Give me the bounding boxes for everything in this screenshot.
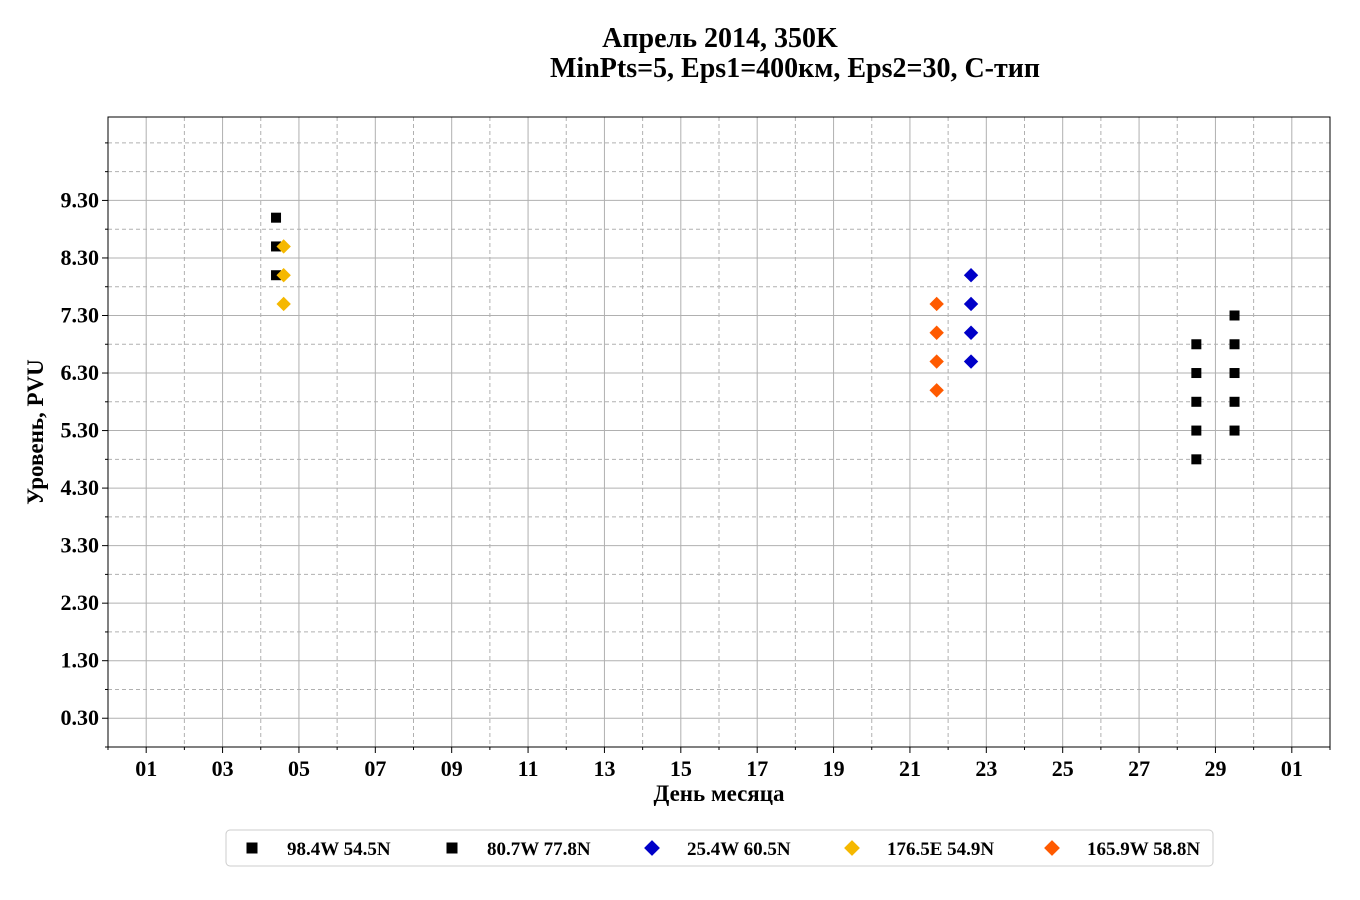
data-point [929, 325, 944, 340]
legend-label: 25.4W 60.5N [687, 839, 791, 860]
data-point [929, 296, 944, 312]
x-tick-label: 01 [135, 756, 157, 781]
x-tick-label: 03 [212, 756, 234, 781]
series-1 [271, 212, 282, 281]
x-tick-label: 19 [823, 756, 845, 781]
x-tick-label: 27 [1128, 756, 1150, 781]
data-point [1229, 425, 1240, 436]
y-tick-label: 8.30 [61, 245, 100, 270]
y-tick-label: 5.30 [61, 418, 100, 443]
x-tick-label: 15 [670, 756, 692, 781]
legend-label: 165.9W 58.8N [1087, 839, 1200, 860]
x-tick-label: 11 [518, 756, 539, 781]
grid [107, 117, 1331, 747]
x-tick-label: 09 [441, 756, 463, 781]
data-points [271, 212, 1240, 465]
x-tick-label: 17 [746, 756, 768, 781]
x-axis-ticks: 01 03 05 07 09 11 13 15 17 19 21 23 25 27 29 01 [107, 747, 1331, 781]
legend-marker [246, 842, 258, 854]
data-point [1191, 396, 1202, 407]
data-point [963, 296, 979, 312]
x-tick-label: 13 [593, 756, 615, 781]
data-point [276, 239, 291, 254]
data-point [1229, 339, 1240, 350]
data-point [276, 268, 291, 283]
data-point [1229, 310, 1240, 321]
y-axis-ticks: 0.30 1.30 2.30 3.30 4.30 5.30 6.30 7.30 8.30 9.30 [61, 142, 108, 748]
y-tick-label: 7.30 [61, 302, 100, 327]
y-tick-label: 6.30 [61, 360, 100, 385]
data-point [1191, 368, 1202, 379]
data-point [963, 325, 979, 340]
data-point [963, 268, 979, 283]
series-3 [963, 268, 979, 369]
data-point [271, 270, 282, 281]
data-point [929, 354, 944, 369]
data-point [1191, 454, 1202, 465]
data-point [276, 296, 291, 312]
data-point [1191, 339, 1202, 350]
plot-frame [107, 116, 1331, 748]
x-tick-label: 01 [1281, 756, 1303, 781]
chart-title: Апрель 2014, 350K [602, 23, 838, 54]
y-tick-label: 9.30 [61, 187, 100, 212]
series-2 [1191, 310, 1240, 465]
legend-marker [446, 842, 458, 854]
legend-label: 80.7W 77.8N [487, 839, 591, 860]
legend-label: 176.5E 54.9N [887, 839, 994, 860]
chart-subtitle: MinPts=5, Eps1=400км, Eps2=30, C-тип [550, 53, 1040, 84]
y-axis-label: Уровень, PVU [23, 359, 48, 505]
legend-box [225, 829, 1214, 867]
data-point [271, 212, 282, 223]
data-point [271, 241, 282, 252]
series-4 [276, 239, 291, 312]
y-tick-label: 3.30 [61, 533, 100, 558]
y-tick-label: 0.30 [61, 705, 100, 730]
x-axis-label: День месяца [653, 781, 785, 806]
data-point [1191, 425, 1202, 436]
series-5 [929, 296, 944, 398]
legend-marker [644, 840, 660, 856]
x-tick-label: 21 [899, 756, 921, 781]
x-tick-label: 05 [288, 756, 310, 781]
data-point [929, 383, 944, 398]
legend-marker [844, 840, 860, 856]
y-tick-label: 2.30 [61, 590, 100, 615]
data-point [1229, 368, 1240, 379]
legend-label: 98.4W 54.5N [287, 839, 391, 860]
x-tick-label: 07 [364, 756, 386, 781]
data-point [963, 354, 979, 369]
legend-marker [1044, 840, 1060, 856]
y-tick-label: 4.30 [61, 475, 100, 500]
x-tick-label: 25 [1052, 756, 1074, 781]
legend: 98.4W 54.5N 80.7W 77.8N 25.4W 60.5N 176.5E … [225, 829, 1214, 867]
y-tick-label: 1.30 [61, 648, 100, 673]
x-tick-label: 29 [1204, 756, 1226, 781]
x-tick-label: 23 [975, 756, 997, 781]
data-point [1229, 396, 1240, 407]
